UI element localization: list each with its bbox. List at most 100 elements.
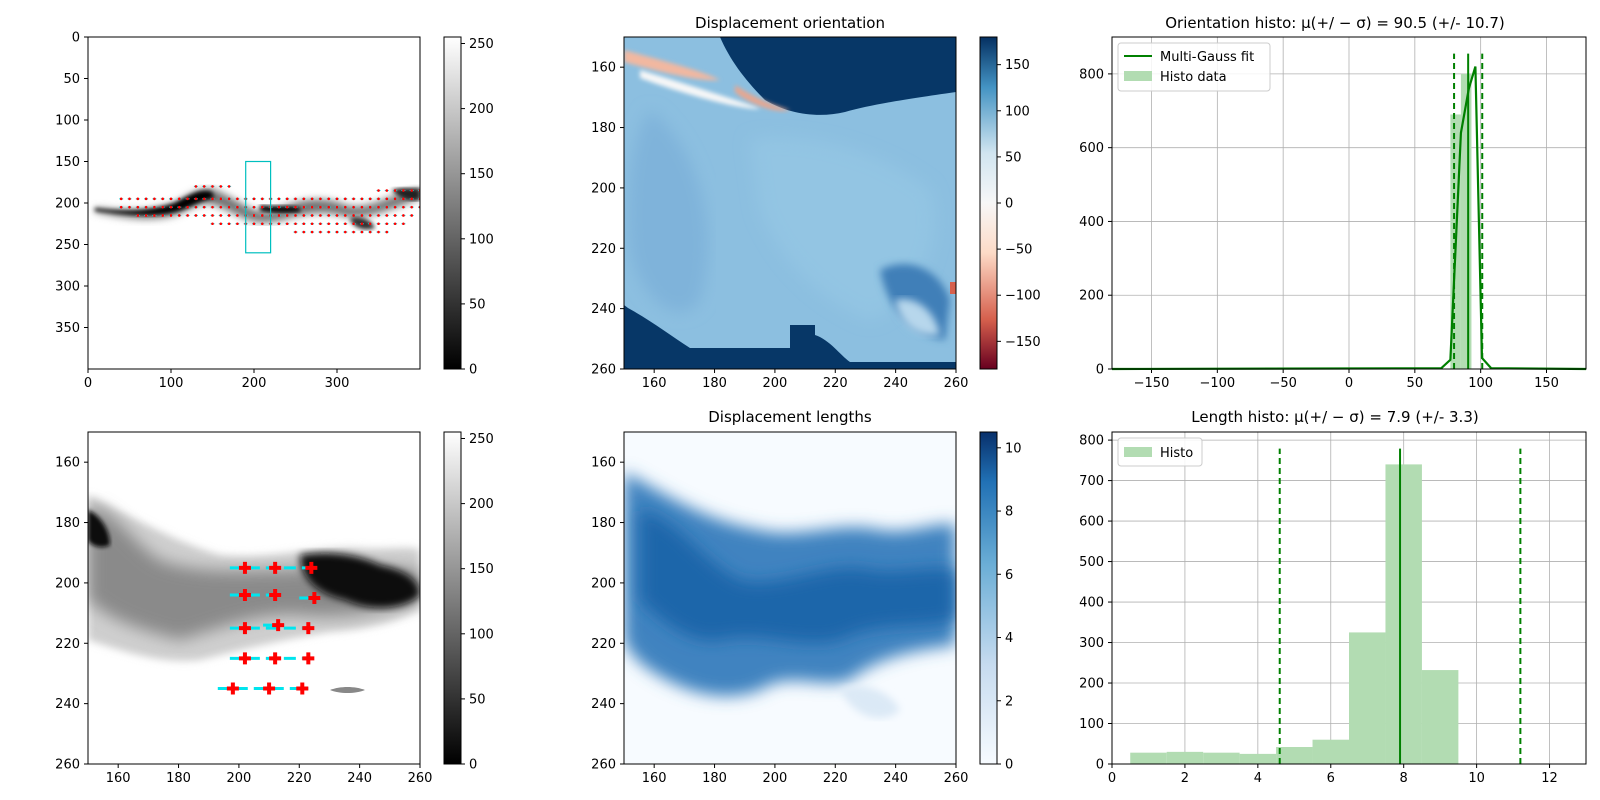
quiver-point (410, 205, 414, 209)
quiver-point (136, 214, 140, 217)
x-tick-label: 100 (159, 376, 184, 391)
quiver-point (368, 222, 372, 226)
x-tick-label: 220 (823, 771, 848, 786)
y-tick-label: 240 (591, 697, 616, 712)
quiver-point (344, 197, 347, 201)
x-tick-label: 160 (106, 771, 131, 786)
quiver-point (202, 197, 206, 201)
gauss-fit-line (1111, 66, 1587, 371)
histogram-bar (1460, 73, 1472, 369)
y-tick-label: 200 (55, 576, 80, 591)
y-tick-label: 260 (591, 758, 616, 773)
quiver-point (335, 205, 339, 209)
quiver-point (236, 222, 239, 226)
orientation-histogram-legend: Multi-Gauss fit Histo data (1117, 42, 1271, 92)
quiver-point (385, 205, 389, 209)
histogram-bar (1203, 752, 1240, 764)
quiver-point (344, 205, 347, 209)
quiver-point (327, 197, 331, 201)
quiver-point (186, 205, 189, 209)
quiver-point (153, 205, 156, 209)
quiver-point (352, 230, 355, 234)
quiver-point (385, 222, 389, 226)
quiver-point (119, 205, 123, 209)
colorbar-tick-label: 4 (1005, 631, 1013, 646)
y-tick-label: 150 (55, 155, 80, 170)
quiver-point (310, 197, 314, 201)
quiver-point (219, 214, 223, 217)
tracking-marker (296, 682, 309, 695)
panel-displacement-orientation: Displacement orientation 160 180 200 220 240… (591, 14, 968, 391)
quiver-point (410, 189, 414, 192)
quiver-point (227, 185, 231, 188)
histogram-bar (1276, 746, 1313, 764)
x-tick-label: 180 (702, 771, 727, 786)
tracking-marker (238, 561, 251, 574)
histogram-bar (1239, 753, 1277, 764)
x-tick-label: 220 (287, 771, 312, 786)
quiver-point (310, 230, 314, 234)
legend-fit-label: Multi-Gauss fit (1160, 50, 1254, 65)
quiver-point (310, 222, 314, 226)
histogram-bar (1312, 739, 1349, 764)
roi-box (245, 160, 272, 254)
x-tick-label: 0 (1345, 376, 1353, 391)
y-tick-label: 160 (591, 456, 616, 471)
quiver-point (236, 214, 239, 217)
quiver-point (402, 205, 405, 209)
y-tick-label: 0 (72, 31, 80, 46)
y-tick-label: 350 (55, 321, 80, 336)
orientation-histogram-frame (1111, 36, 1587, 370)
y-tick-label: 300 (55, 280, 80, 295)
legend-histo-label: Histo data (1160, 70, 1227, 85)
x-tick-label: 4 (1254, 771, 1262, 786)
quiver-point (169, 214, 173, 217)
quiver-point (393, 189, 397, 192)
quiver-point (128, 205, 131, 209)
colorbar-tick-label: 0 (1005, 197, 1013, 212)
quiver-point (252, 197, 256, 201)
y-tick-label: 160 (591, 61, 616, 76)
lengths-colorbar: 0 2 4 6 8 10 (979, 431, 1022, 773)
y-tick-label: 700 (1079, 474, 1104, 489)
colorbar-tick-label: 2 (1005, 694, 1013, 709)
tracking-marker (302, 652, 315, 665)
x-tick-label: 6 (1327, 771, 1335, 786)
quiver-point (377, 197, 380, 201)
quiver-point (310, 205, 314, 209)
quiver-point (335, 214, 339, 217)
colorbar-tick-label: −100 (1005, 289, 1041, 304)
x-tick-label: −100 (1199, 376, 1235, 391)
lengths-axes: 160 180 200 220 240 260 160 180 200 220 240 260 (591, 456, 968, 786)
quiver-point (261, 197, 264, 201)
x-tick-label: 0 (84, 376, 92, 391)
quiver-point (202, 214, 206, 217)
quiver-point (211, 185, 214, 188)
quiver-point (119, 197, 123, 201)
quiver-point (285, 214, 289, 217)
panel-input-image: 0 100 200 300 0 50 100 150 200 250 300 350 (55, 31, 421, 391)
colorbar-tick-label: 50 (469, 692, 486, 707)
colorbar-tick-label: 0 (469, 758, 477, 773)
quiver-point (335, 230, 339, 234)
x-tick-label: 180 (166, 771, 191, 786)
quiver-point (261, 214, 264, 217)
quiver-point (393, 197, 397, 201)
y-tick-label: 260 (591, 363, 616, 378)
y-tick-label: 200 (1079, 289, 1104, 304)
x-tick-label: 200 (762, 376, 787, 391)
y-tick-label: 300 (1079, 636, 1104, 651)
tracking-marker (269, 561, 282, 574)
quiver-point (227, 222, 231, 226)
quiver-point (211, 197, 214, 201)
histogram-bar (1166, 751, 1204, 764)
quiver-point (377, 230, 380, 234)
quiver-point (211, 222, 214, 226)
y-tick-label: 220 (55, 637, 80, 652)
y-tick-label: 800 (1079, 67, 1104, 82)
quiver-point (285, 222, 289, 226)
colorbar-tick-label: 0 (469, 363, 477, 378)
quiver-point (368, 197, 372, 201)
quiver-point (377, 222, 380, 226)
